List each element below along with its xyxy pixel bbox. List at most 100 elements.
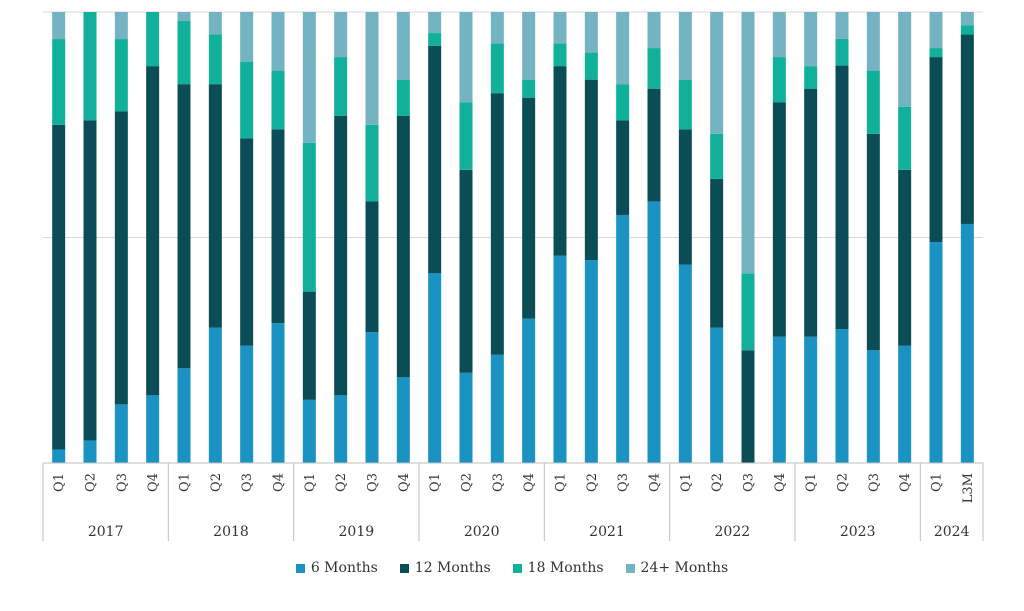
bar-segment-12-months-23 [772,102,786,337]
bar-segment-18-months-5 [208,34,222,85]
bar-segment-24-months-29 [960,12,974,26]
bar-segment-6-months-29 [960,223,974,463]
bar-segment-6-months-8 [302,399,316,463]
x-tick-label: Q3 [366,473,381,492]
bar-segment-12-months-0 [52,124,66,450]
x-tick-label: Q3 [491,473,506,492]
legend-swatch-18-months [512,563,522,573]
bar-segment-18-months-28 [929,48,943,58]
bar-segment-6-months-0 [52,449,66,463]
x-tick-label: Q2 [84,473,99,492]
x-tick-label: Q1 [554,473,569,492]
x-tick-label: L3M [961,473,976,503]
bar-segment-24-months-12 [428,12,442,34]
x-tick-label: Q2 [460,473,475,492]
bar-segment-18-months-24 [804,66,818,89]
bar-segment-6-months-20 [678,264,692,463]
bar-segment-18-months-13 [459,102,473,170]
x-tick-label: Q4 [648,473,663,492]
bar-segment-18-months-11 [396,79,410,116]
bar-segment-6-months-11 [396,377,410,463]
bar-segment-18-months-4 [177,21,191,85]
bar-segment-24-months-6 [240,12,254,62]
x-tick-label: Q4 [522,473,537,492]
bar-segment-24-months-7 [271,12,285,71]
x-tick-label: Q4 [146,473,161,492]
bar-segment-12-months-17 [584,79,598,261]
bar-segment-12-months-15 [522,97,536,319]
bar-segment-12-months-19 [647,88,661,202]
bar-segment-12-months-10 [365,201,379,333]
bar-segment-18-months-15 [522,79,536,98]
bar-segment-18-months-7 [271,70,285,130]
legend-swatch-12-months [399,563,409,573]
bar-segment-12-months-29 [960,34,974,224]
bar-segment-18-months-21 [710,133,724,179]
year-label: 2024 [934,524,970,540]
x-tick-label: Q2 [585,473,600,492]
bar-segment-24-months-17 [584,12,598,53]
bar-segment-6-months-17 [584,260,598,463]
legend-swatch-6-months [295,563,305,573]
bar-segment-6-months-18 [616,214,630,463]
bar-segment-24-months-13 [459,12,473,103]
bar-segment-24-months-10 [365,12,379,125]
bar-segment-12-months-25 [835,65,849,330]
bar-segment-24-months-15 [522,12,536,80]
x-tick-label: Q4 [397,473,412,492]
x-tick-label: Q4 [272,473,287,492]
bar-segment-24-months-20 [678,12,692,80]
bar-segment-12-months-8 [302,291,316,400]
bar-segment-6-months-5 [208,327,222,463]
bar-segment-12-months-28 [929,57,943,243]
bar-segment-12-months-13 [459,169,473,373]
bar-segment-18-months-12 [428,33,442,46]
bar-segment-6-months-24 [804,336,818,463]
year-label: 2022 [715,524,751,540]
x-tick-label: Q2 [334,473,349,492]
bar-segment-18-months-18 [616,84,630,121]
bar-segment-24-months-21 [710,12,724,134]
bar-segment-6-months-1 [83,440,97,463]
x-tick-label: Q2 [836,473,851,492]
bar-segment-18-months-29 [960,25,974,35]
x-axis: Q1 Q2 Q3 Q4 Q1 Q2 Q3 Q4 Q1 Q2 Q3 Q4 Q1 Q2 Q3 Q4 Q1 Q2 Q3 Q4… [42,462,984,541]
x-tick-label: Q4 [898,473,913,492]
x-tick-label: Q3 [240,473,255,492]
bar-segment-24-months-22 [741,12,755,274]
bar-segment-6-months-9 [334,395,348,463]
bars [52,12,974,464]
bar-segment-12-months-7 [271,129,285,324]
bar-segment-6-months-7 [271,323,285,463]
bar-segment-18-months-0 [52,39,66,125]
x-tick-label: Q1 [930,473,945,492]
legend-item-6-months: 6 Months [295,560,378,576]
bar-segment-6-months-16 [553,255,567,463]
bar-segment-18-months-8 [302,142,316,292]
year-label: 2018 [213,524,249,540]
bar-segment-12-months-26 [866,133,880,351]
bar-segment-6-months-19 [647,201,661,464]
bar-segment-18-months-16 [553,43,567,67]
bar-segment-24-months-26 [866,12,880,71]
bar-segment-6-months-21 [710,327,724,463]
bar-segment-18-months-9 [334,57,348,116]
bar-segment-6-months-3 [146,395,160,463]
bar-segment-12-months-11 [396,115,410,378]
year-label: 2021 [589,524,625,540]
bar-segment-18-months-23 [772,57,786,103]
bar-segment-24-months-5 [208,12,222,35]
bar-segment-18-months-6 [240,61,254,139]
bar-segment-18-months-14 [490,43,504,94]
bar-segment-18-months-22 [741,273,755,351]
bar-segment-6-months-27 [898,345,912,463]
bar-segment-6-months-28 [929,242,943,463]
x-tick-label: Q1 [52,473,67,492]
x-tick-label: Q3 [867,473,882,492]
x-tick-label: Q2 [710,473,725,492]
bar-segment-12-months-3 [146,66,160,396]
bar-segment-24-months-4 [177,12,191,22]
legend-item-24-months: 24+ Months [625,560,728,576]
bar-segment-18-months-17 [584,52,598,80]
legend: 6 Months 12 Months 18 Months 24+ Months [0,560,1024,576]
